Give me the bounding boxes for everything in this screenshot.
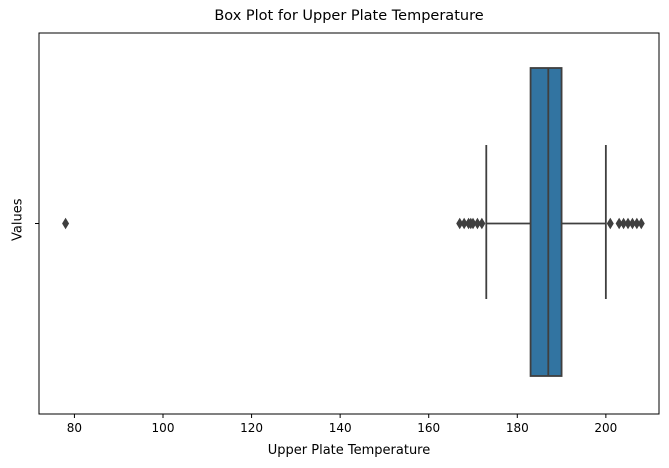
outlier-point xyxy=(606,217,614,230)
x-tick-label: 120 xyxy=(240,421,263,435)
outlier-point xyxy=(637,217,645,230)
chart-title: Box Plot for Upper Plate Temperature xyxy=(214,8,484,24)
box-group xyxy=(485,67,607,377)
x-tick-label: 140 xyxy=(329,421,352,435)
x-tick-label: 180 xyxy=(506,421,529,435)
outlier-points xyxy=(62,217,645,230)
y-axis-label: Values xyxy=(10,198,26,241)
x-axis-label: Upper Plate Temperature xyxy=(267,443,431,458)
x-tick-label: 200 xyxy=(594,421,617,435)
x-tick-label: 100 xyxy=(152,421,175,435)
x-tick-label: 160 xyxy=(417,421,440,435)
x-tick-label: 80 xyxy=(67,421,82,435)
outlier-point xyxy=(478,217,486,230)
outlier-point xyxy=(62,217,70,230)
iqr-box xyxy=(529,67,563,377)
x-axis-ticks: 80 100 120 140 160 180 200 xyxy=(67,414,617,435)
